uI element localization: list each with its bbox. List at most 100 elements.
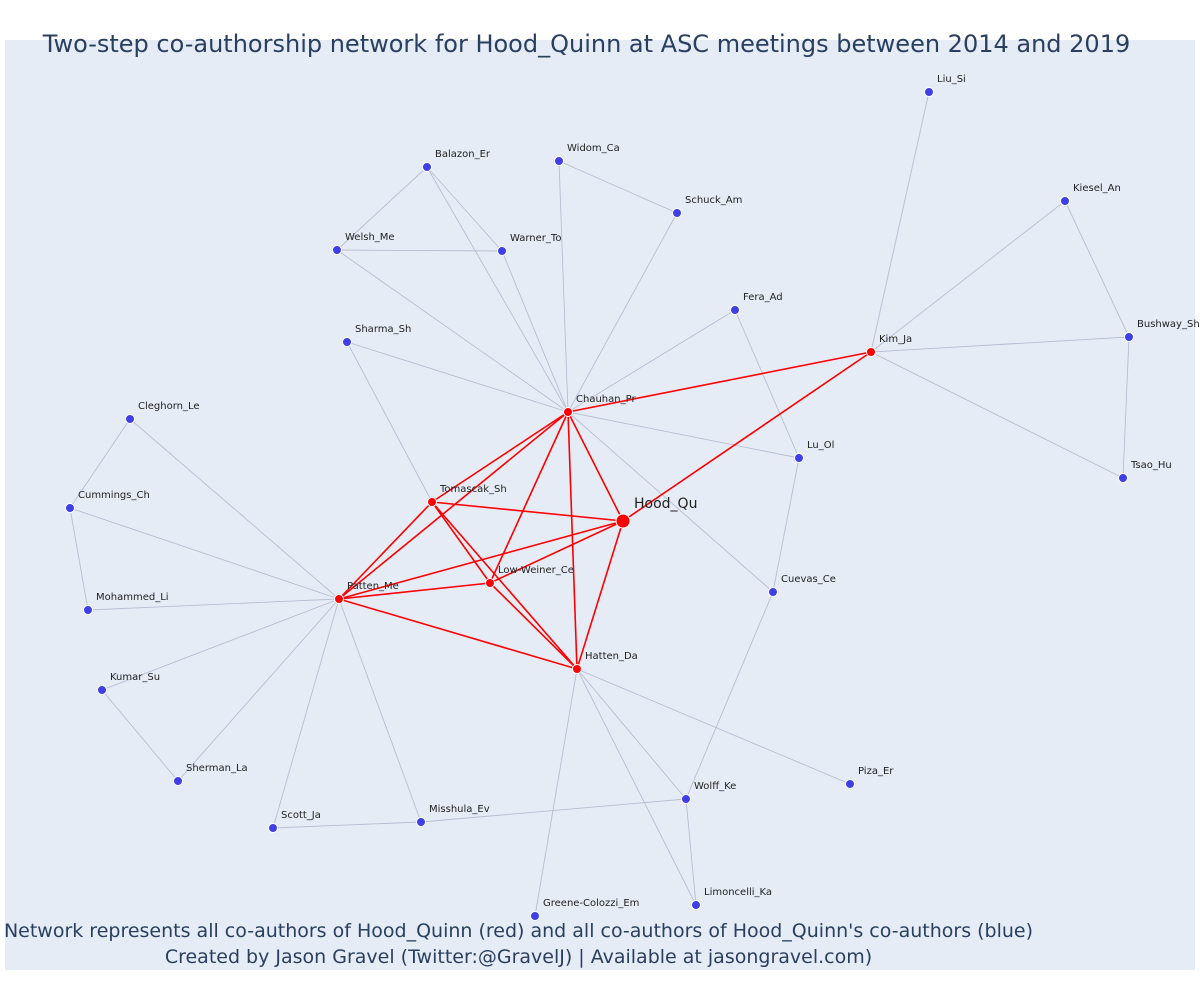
- node-label: Warner_To: [510, 233, 561, 244]
- node-label: Cummings_Ch: [78, 490, 150, 501]
- node-label: Fera_Ad: [743, 292, 783, 303]
- second-step-edge: [426, 166, 569, 413]
- node-label: Kim_Ja: [879, 334, 912, 345]
- second-step-edge: [558, 160, 569, 413]
- node-label: Hatten_Da: [585, 651, 638, 662]
- coauthor-edge: [567, 351, 872, 413]
- node-mohammed-li[interactable]: [83, 605, 93, 615]
- node-label: Liu_Si: [937, 74, 966, 85]
- second-step-edge: [272, 598, 340, 829]
- coauthor-edge: [338, 501, 433, 600]
- node-label: Cleghorn_Le: [138, 401, 200, 412]
- node-kumar-su[interactable]: [97, 685, 107, 695]
- node-liu-si[interactable]: [924, 87, 934, 97]
- node-label: Limoncelli_Ka: [704, 887, 772, 898]
- node-schuck-am[interactable]: [672, 208, 682, 218]
- node-balazon-er[interactable]: [422, 162, 432, 172]
- second-step-edge: [576, 668, 851, 785]
- node-tsao-hu[interactable]: [1118, 473, 1128, 483]
- second-step-edge: [1122, 336, 1130, 479]
- node-wolff-ke[interactable]: [681, 794, 691, 804]
- coauthor-edge: [338, 411, 569, 600]
- second-step-edge: [870, 351, 1124, 479]
- node-lu-ol[interactable]: [794, 453, 804, 463]
- node-widom-ca[interactable]: [554, 156, 564, 166]
- node-piza-er[interactable]: [845, 779, 855, 789]
- node-label: Balazon_Er: [435, 149, 491, 160]
- node-label: Low-Weiner_Ce: [498, 565, 574, 576]
- second-step-edge: [501, 250, 569, 413]
- node-layer: [65, 87, 1134, 921]
- node-fera-ad[interactable]: [730, 305, 740, 315]
- node-label: Wolff_Ke: [694, 781, 736, 792]
- second-step-edge: [685, 798, 697, 906]
- second-step-edge: [426, 166, 503, 252]
- second-step-edge: [870, 336, 1130, 353]
- coauthor-edge: [622, 351, 872, 522]
- coauthor-edge: [489, 582, 578, 670]
- node-bushway-sh[interactable]: [1124, 332, 1134, 342]
- node-hatten-da[interactable]: [572, 664, 582, 674]
- node-scott-ja[interactable]: [268, 823, 278, 833]
- node-label: Misshula_Ev: [429, 804, 490, 815]
- second-step-edge: [567, 411, 774, 593]
- node-sherman-la[interactable]: [173, 776, 183, 786]
- second-step-edge: [420, 798, 687, 823]
- second-step-edge: [685, 591, 774, 800]
- label-layer: Hood_Qu Chauhan_Pr Kim_Ja Tomascak_Sh Low-We…: [78, 74, 1200, 909]
- node-label: Sharma_Sh: [355, 324, 411, 335]
- coauthor-edge: [431, 501, 624, 522]
- node-greene-colozzi-em[interactable]: [530, 911, 540, 921]
- node-hood-qu[interactable]: [615, 513, 631, 529]
- node-label: Mohammed_Li: [96, 592, 169, 603]
- node-kim-ja[interactable]: [866, 347, 876, 357]
- node-label: Lu_Ol: [807, 440, 834, 451]
- node-warner-to[interactable]: [497, 246, 507, 256]
- node-chauhan-pr[interactable]: [563, 407, 573, 417]
- coauthor-edge: [431, 501, 578, 670]
- node-label: Tsao_Hu: [1130, 460, 1172, 471]
- second-step-edge: [272, 821, 422, 829]
- coauthor-edge: [489, 520, 624, 584]
- second-step-edge: [69, 507, 340, 600]
- footer-line-2: Created by Jason Gravel (Twitter:@Gravel…: [164, 946, 873, 968]
- node-label: Schuck_Am: [685, 195, 742, 206]
- node-label: Bushway_Sh: [1137, 319, 1200, 330]
- plot-area: [5, 40, 1195, 970]
- second-step-edge: [101, 598, 340, 691]
- second-step-edge: [558, 160, 678, 214]
- second-step-edge: [567, 309, 736, 413]
- second-step-edge: [129, 418, 340, 600]
- node-tomascak-sh[interactable]: [427, 497, 437, 507]
- node-label: Widom_Ca: [567, 143, 620, 154]
- node-label: Kumar_Su: [110, 672, 160, 683]
- node-label: Tomascak_Sh: [439, 484, 507, 495]
- coauthor-edge: [567, 411, 624, 522]
- coauthor-edge: [431, 501, 491, 584]
- node-low-weiner-ce[interactable]: [485, 578, 495, 588]
- node-cummings-ch[interactable]: [65, 503, 75, 513]
- node-cuevas-ce[interactable]: [768, 587, 778, 597]
- node-patten-me[interactable]: [334, 594, 344, 604]
- second-step-edge: [177, 598, 340, 782]
- node-cleghorn-le[interactable]: [125, 414, 135, 424]
- second-step-edge: [346, 341, 433, 503]
- node-sharma-sh[interactable]: [342, 337, 352, 347]
- coauthor-edge: [338, 598, 578, 670]
- node-limoncelli-ka[interactable]: [691, 900, 701, 910]
- node-kiesel-an[interactable]: [1060, 196, 1070, 206]
- second-step-edge: [1064, 200, 1130, 338]
- second-step-edge: [734, 309, 800, 459]
- coauthor-edge: [338, 520, 624, 600]
- node-label: Sherman_La: [186, 763, 248, 774]
- footer-caption: Network represents all co-authors of Hoo…: [0, 918, 1037, 970]
- second-step-edge: [576, 668, 687, 800]
- node-label: Cuevas_Ce: [781, 574, 836, 585]
- second-step-edge: [870, 200, 1066, 353]
- second-step-edge: [346, 341, 569, 413]
- node-label: Scott_Ja: [281, 810, 321, 821]
- node-welsh-me[interactable]: [332, 245, 342, 255]
- node-misshula-ev[interactable]: [416, 817, 426, 827]
- second-step-edge: [772, 457, 800, 593]
- second-step-edge: [534, 668, 578, 917]
